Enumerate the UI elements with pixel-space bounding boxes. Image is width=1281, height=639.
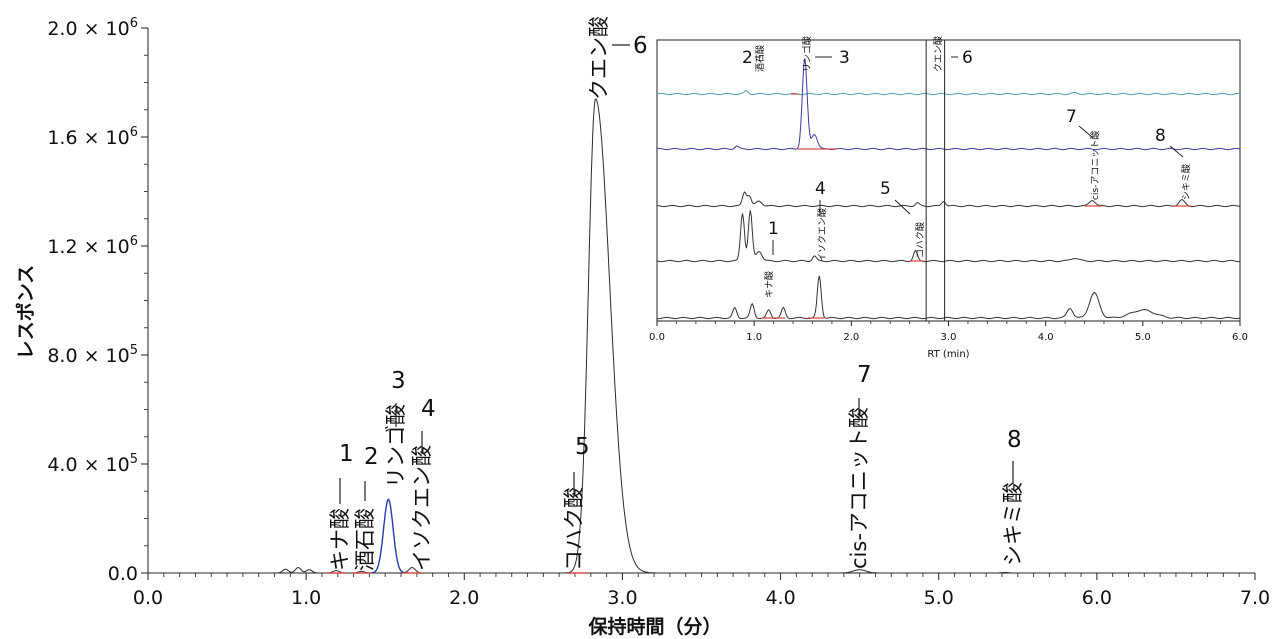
inset-leader-line (1078, 125, 1093, 138)
y-tick-mantissa: 4.0 × 10 (47, 454, 129, 476)
peak-malic-acid-trace (372, 498, 405, 574)
inset-peak-number-label: 7 (1066, 107, 1077, 127)
y-tick-label: 1.6 × 106 (47, 125, 138, 149)
main-ticks: 0.0 1.0 2.0 3.0 4.0 5.0 6.0 7.00.04.0 × 1058.0 … (47, 16, 1270, 609)
peak-number-label: 4 (421, 396, 436, 422)
inset-peak-name-label: イソクエン酸 (817, 208, 828, 262)
inset-peak-number-label: 5 (880, 179, 891, 199)
peak-number-label: 5 (575, 434, 590, 460)
peak-name-label: キナ酸 (328, 508, 352, 571)
peak-number-label: 6 (633, 33, 648, 59)
inset-peak-name-label: キナ酸 (764, 271, 775, 298)
inset-peak-number-label: 6 (962, 48, 973, 68)
inset-x-axis-title: RT (min) (927, 349, 969, 360)
x-tick-label: 6.0 (1082, 587, 1112, 609)
inset-x-tick-label: 4.0 (1038, 332, 1054, 343)
inset-trace (656, 58, 1241, 151)
inset-peak-name-label: cis-アコニット酸 (1090, 131, 1101, 200)
y-tick-label: 8.0 × 105 (47, 343, 138, 367)
y-tick-exponent: 6 (130, 16, 138, 31)
x-tick-label: 4.0 (765, 587, 795, 609)
x-tick-label: 3.0 (607, 587, 637, 609)
x-axis-title: 保持時間（分） (587, 615, 721, 638)
peak-name-label: cis-アコニット酸 (847, 407, 871, 569)
y-tick-exponent: 6 (130, 234, 138, 249)
inset-peak-name-label: 酒石酸 (755, 45, 766, 72)
peak-number-label: 1 (339, 441, 354, 467)
y-tick-exponent: 5 (130, 452, 138, 467)
peak-number-label: 8 (1007, 427, 1022, 453)
x-tick-label: 5.0 (924, 587, 954, 609)
inset-peak-name-label: クエン酸 (933, 36, 944, 72)
inset-trace (656, 275, 1241, 320)
chromatogram-trace (148, 98, 1255, 574)
y-tick-label: 1.2 × 106 (47, 234, 138, 258)
peak-number-label: 2 (364, 444, 379, 470)
inset-x-tick-label: 2.0 (843, 332, 859, 343)
peak-number-label: 3 (391, 368, 406, 394)
y-tick-label: 0.0 (108, 563, 138, 585)
y-tick-exponent: 6 (130, 125, 138, 140)
x-tick-label: 0.0 (133, 587, 163, 609)
inset-x-tick-label: 0.0 (649, 332, 665, 343)
y-tick-mantissa: 8.0 × 10 (47, 345, 129, 367)
peak-name-label: コハク酸 (562, 487, 586, 571)
x-tick-label: 2.0 (449, 587, 479, 609)
inset-frame (656, 39, 1241, 322)
inset-peak-number-label: 2 (742, 48, 753, 68)
peak-name-label: シキミ酸 (1001, 482, 1025, 566)
inset-x-tick-label: 6.0 (1232, 332, 1248, 343)
y-tick-mantissa: 1.2 × 10 (47, 236, 129, 258)
inset-trace (656, 90, 1241, 96)
inset-leader-line (1169, 145, 1184, 158)
inset-trace (656, 191, 1241, 208)
inset-peak-number-label: 1 (768, 219, 779, 239)
inset-x-tick-label: 5.0 (1135, 332, 1151, 343)
inset-x-tick-label: 3.0 (941, 332, 957, 343)
peak-name-label: クエン酸 (587, 16, 611, 100)
y-tick-label: 4.0 × 105 (47, 452, 138, 476)
x-tick-label: 7.0 (1240, 587, 1270, 609)
inset-peak-name-label: シキミ酸 (1181, 164, 1192, 200)
inset-peak-name-label: リンゴ酸 (801, 36, 813, 72)
inset-peak-number-label: 4 (815, 179, 826, 199)
peak-name-label: 酒石酸 (353, 508, 377, 571)
peak-number-label: 7 (857, 362, 872, 388)
y-tick-exponent: 5 (130, 343, 138, 358)
inset-peak-number-label: 3 (839, 48, 850, 68)
inset-leader-line (894, 199, 911, 215)
main-trace (148, 98, 1255, 574)
inset-peak-number-label: 8 (1155, 126, 1166, 146)
x-tick-label: 1.0 (291, 587, 321, 609)
y-tick-label: 2.0 × 106 (47, 16, 138, 40)
y-tick-mantissa: 0.0 (108, 563, 138, 585)
y-tick-mantissa: 1.6 × 10 (47, 127, 129, 149)
peak-name-label: イソクエン酸 (410, 445, 434, 571)
y-axis-title: レスポンス (14, 265, 37, 360)
y-tick-mantissa: 2.0 × 10 (47, 18, 129, 40)
inset-x-tick-label: 1.0 (746, 332, 762, 343)
inset-peak-name-label: コハク酸 (915, 222, 926, 258)
inset-trace (656, 210, 1240, 263)
